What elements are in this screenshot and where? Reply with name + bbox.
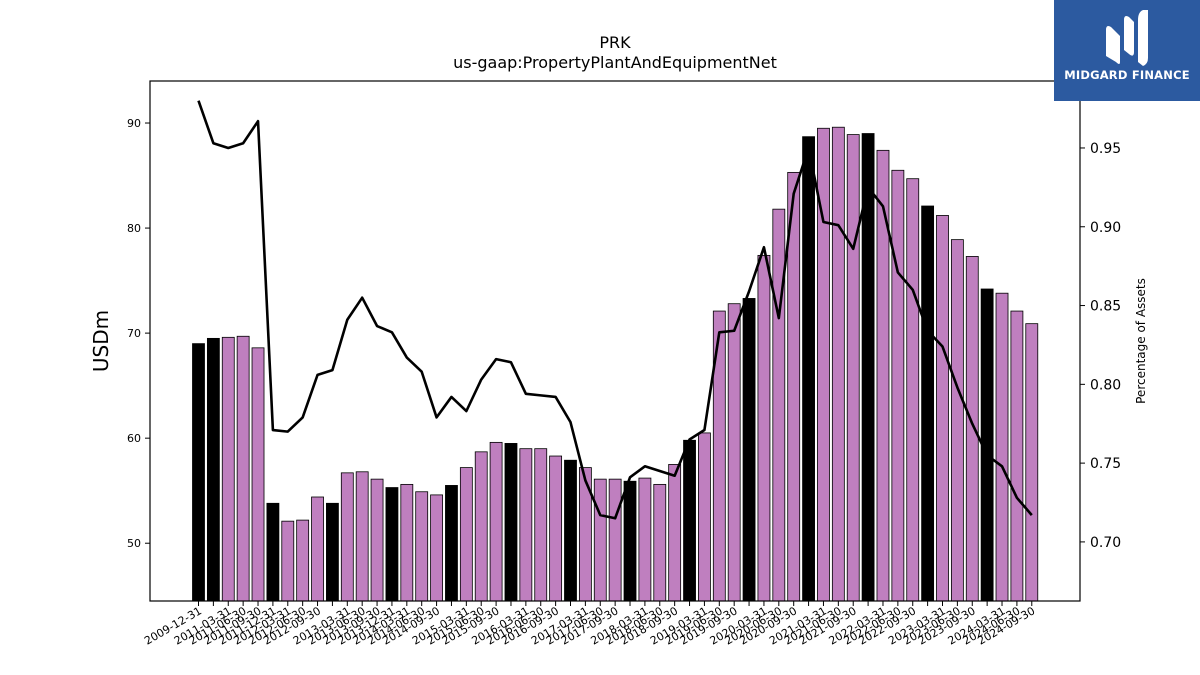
chart-subtitle: us-gaap:PropertyPlantAndEquipmentNet: [453, 53, 777, 72]
m-logo-mark-icon: [1106, 10, 1148, 66]
bar: [727, 303, 741, 602]
bar: [831, 126, 845, 602]
y-right-tick-label: 0.75: [1090, 456, 1121, 472]
bar: [221, 336, 235, 602]
bar: [326, 502, 339, 602]
right-axis: 0.70 0.75 0.80 0.85 0.90 0.95: [1080, 141, 1121, 551]
y-right-tick-label: 0.95: [1090, 141, 1121, 157]
chart-title: PRK: [599, 33, 631, 52]
bar: [340, 472, 354, 602]
bar: [206, 337, 220, 602]
midgard-finance-logo: MIDGARD FINANCE: [1054, 0, 1200, 101]
bar: [921, 205, 935, 602]
bar: [296, 519, 310, 602]
bar: [995, 292, 1009, 602]
bar: [1010, 310, 1024, 602]
bar: [965, 256, 979, 602]
y-axis-label: USDm: [89, 310, 113, 372]
bar: [415, 491, 429, 602]
bar: [623, 480, 637, 602]
bar: [474, 451, 488, 602]
y-axis-label-right: Percentage of Assets: [1134, 278, 1148, 404]
bar: [936, 215, 949, 602]
bar: [534, 448, 548, 602]
bar: [772, 208, 786, 602]
bar: [683, 439, 696, 602]
y-tick-label: 50: [127, 537, 141, 550]
bar: [370, 478, 384, 602]
bar: [281, 520, 295, 602]
bar: [698, 432, 711, 602]
bar: [400, 483, 414, 602]
bar: [459, 467, 473, 602]
bar: [668, 464, 682, 602]
y-right-tick-label: 0.90: [1090, 220, 1121, 236]
bar: [236, 335, 250, 602]
bar: [445, 485, 458, 602]
bar: [846, 134, 860, 602]
bar: [564, 459, 577, 602]
bars-group: [192, 126, 1039, 602]
bar: [355, 471, 369, 602]
bar: [266, 502, 280, 602]
bar: [608, 478, 622, 602]
bar: [519, 448, 533, 602]
bar: [802, 136, 815, 602]
bar: [192, 343, 205, 602]
bar: [311, 496, 324, 602]
bar: [504, 443, 518, 602]
y-right-tick-label: 0.85: [1090, 299, 1121, 315]
bar: [549, 455, 563, 602]
logo-text: MIDGARD FINANCE: [1064, 68, 1190, 82]
bar: [638, 477, 652, 602]
y-right-tick-label: 0.70: [1090, 535, 1121, 551]
left-axis: 50 60 70 80 90: [127, 117, 150, 550]
y-tick-label: 70: [127, 327, 141, 340]
bar: [430, 494, 443, 602]
bar: [251, 347, 265, 602]
x-axis: 2009-12-312011-03-312011-06-302011-09-30…: [142, 601, 1037, 648]
percentage-line: [197, 100, 1033, 520]
bar: [1025, 323, 1039, 602]
line-group: [197, 100, 1033, 520]
y-tick-label: 90: [127, 117, 141, 130]
bar: [742, 298, 756, 602]
y-tick-label: 80: [127, 222, 141, 235]
bar: [876, 149, 890, 602]
bar: [653, 483, 667, 602]
y-right-tick-label: 0.80: [1090, 377, 1121, 393]
bar: [906, 178, 920, 602]
bar: [757, 254, 771, 602]
bar: [950, 239, 964, 602]
bar: [489, 441, 503, 602]
bar: [891, 169, 905, 602]
y-tick-label: 60: [127, 432, 141, 445]
bar: [593, 478, 607, 602]
bar: [385, 487, 399, 602]
